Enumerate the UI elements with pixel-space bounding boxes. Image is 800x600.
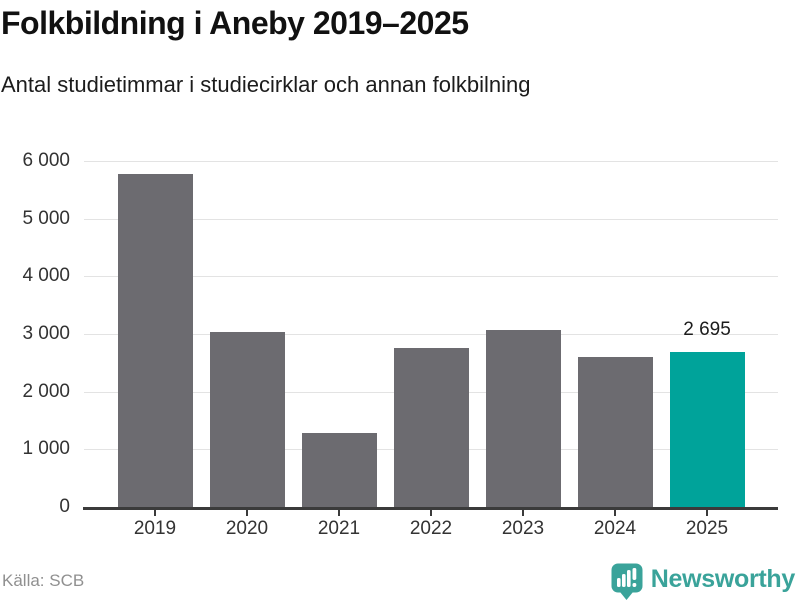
- x-tick-2025: [706, 510, 708, 516]
- gridline-3000: [84, 334, 778, 335]
- x-tick-2023: [522, 510, 524, 516]
- bar-2025: [669, 351, 745, 507]
- x-tick-2019: [154, 510, 156, 516]
- chart-subtitle: Antal studietimmar i studiecirklar och a…: [1, 72, 531, 97]
- source-label: Källa: SCB: [2, 571, 85, 590]
- y-axis-label-1000: 1 000: [22, 438, 70, 459]
- bar-2019: [117, 173, 193, 507]
- bar-2021: [301, 432, 377, 507]
- gridline-6000: [84, 161, 778, 162]
- x-tick-2020: [246, 510, 248, 516]
- x-axis-label-2023: 2023: [501, 518, 545, 539]
- x-axis-label-2022: 2022: [409, 518, 453, 539]
- bar-2022: [393, 347, 469, 507]
- y-axis-label-0: 0: [59, 496, 70, 517]
- gridline-4000: [84, 276, 778, 277]
- x-tick-2021: [338, 510, 340, 516]
- x-tick-2022: [430, 510, 432, 516]
- x-axis-label-2019: 2019: [133, 518, 177, 539]
- bar-2024: [577, 357, 653, 507]
- x-axis-label-2024: 2024: [593, 518, 637, 539]
- x-axis-label-2025: 2025: [685, 518, 729, 539]
- y-axis-label-5000: 5 000: [22, 208, 70, 229]
- y-axis-label-2000: 2 000: [22, 381, 70, 402]
- bar-2023: [485, 329, 561, 507]
- y-axis-label-3000: 3 000: [22, 323, 70, 344]
- chart-title: Folkbildning i Aneby 2019–2025: [1, 5, 469, 41]
- x-axis-line: [83, 507, 778, 510]
- y-axis-label-6000: 6 000: [22, 150, 70, 171]
- y-axis-label-4000: 4 000: [22, 265, 70, 286]
- x-tick-2024: [614, 510, 616, 516]
- newsworthy-wordmark: Newsworthy: [650, 565, 796, 593]
- newsworthy-logo: Newsworthy: [611, 563, 795, 600]
- gridline-5000: [84, 219, 778, 220]
- bar-value-label-2025: 2 695: [683, 318, 731, 340]
- x-axis-label-2021: 2021: [317, 518, 361, 539]
- bar-2020: [209, 332, 285, 507]
- x-axis-label-2020: 2020: [225, 518, 269, 539]
- newsworthy-chart-bubble-icon: [611, 563, 643, 600]
